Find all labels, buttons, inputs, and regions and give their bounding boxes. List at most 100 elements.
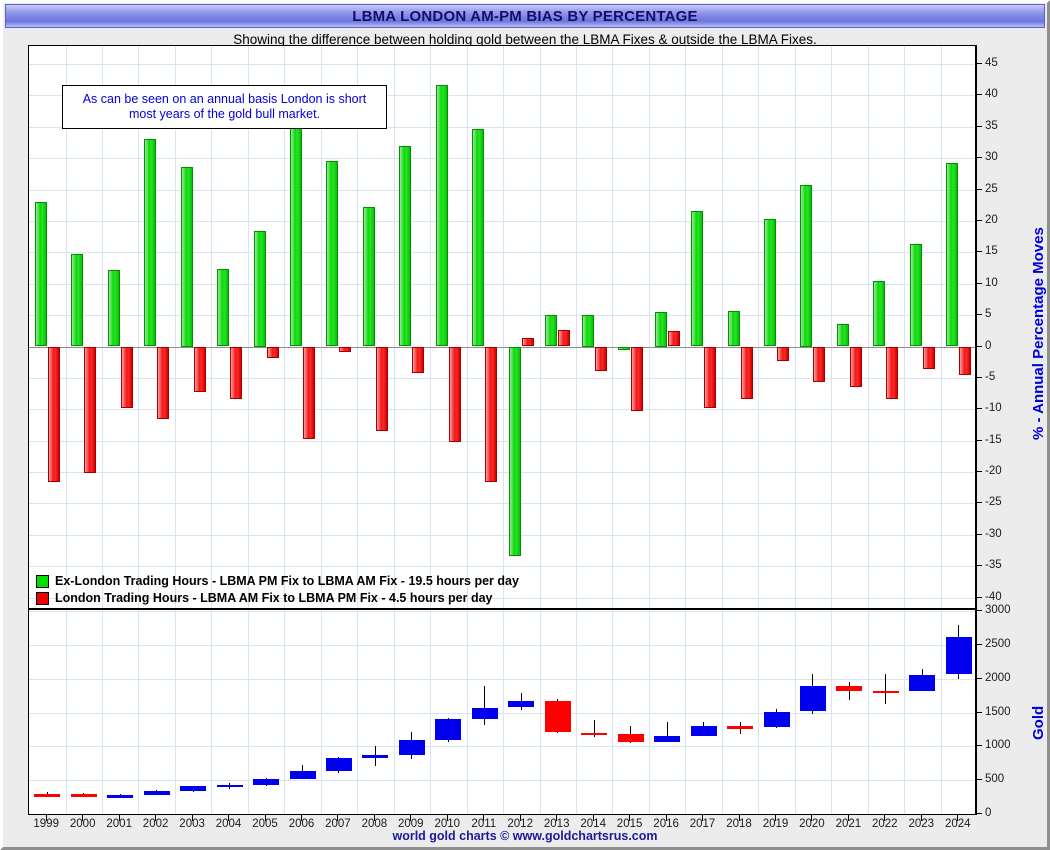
y-tick-mark [976, 63, 982, 64]
bar-ex-london-2003 [181, 167, 193, 347]
bar-ex-london-2008 [363, 207, 375, 346]
y-tick-label-top-20: 20 [985, 214, 998, 226]
gridline-vertical [211, 610, 212, 814]
gridline-vertical [612, 46, 613, 608]
y-tick-mark [976, 189, 982, 190]
y-tick-label-bottom-3000: 3000 [985, 604, 1011, 616]
gold-price-candlestick-panel [28, 609, 976, 815]
bias-bar-chart-panel [28, 45, 976, 609]
candle-body-2008 [362, 755, 388, 758]
candle-body-2018 [727, 726, 753, 729]
gridline-vertical [321, 46, 322, 608]
candle-wick-2021 [849, 682, 850, 700]
bar-london-2005 [267, 347, 279, 358]
gridline-vertical [394, 46, 395, 608]
gridline-vertical [175, 46, 176, 608]
bar-ex-london-2017 [691, 211, 703, 347]
bar-ex-london-2016 [655, 312, 667, 347]
gridline-vertical [868, 610, 869, 814]
legend-label-london: London Trading Hours - LBMA AM Fix to LB… [55, 591, 493, 605]
y-tick-label-bottom-1500: 1500 [985, 706, 1011, 718]
candle-body-2003 [180, 786, 206, 791]
gridline-horizontal [29, 252, 975, 253]
y-tick-mark [976, 377, 982, 378]
bar-ex-london-2009 [399, 146, 411, 347]
gridline-vertical [941, 46, 942, 608]
bar-london-2012 [522, 338, 534, 347]
gridline-horizontal [29, 645, 975, 646]
gridline-vertical [540, 610, 541, 814]
gridline-horizontal [29, 409, 975, 410]
bar-ex-london-2010 [436, 85, 448, 346]
gridline-vertical [138, 46, 139, 608]
gridline-vertical [211, 46, 212, 608]
y-tick-mark [976, 220, 982, 221]
y-tick-label-bottom-1000: 1000 [985, 739, 1011, 751]
gridline-vertical [722, 46, 723, 608]
y-tick-label-top-15: 15 [985, 245, 998, 257]
gridline-vertical [722, 610, 723, 814]
gridline-horizontal [29, 679, 975, 680]
candle-body-2017 [691, 726, 717, 736]
gridline-vertical [831, 46, 832, 608]
bar-ex-london-2024 [946, 163, 958, 347]
gridline-horizontal [29, 713, 975, 714]
y-tick-mark [976, 346, 982, 347]
gridline-vertical [321, 610, 322, 814]
bar-london-2004 [230, 347, 242, 399]
gridline-vertical [685, 610, 686, 814]
candle-body-2004 [217, 785, 243, 788]
y-tick-label-top-10: 10 [985, 277, 998, 289]
gridline-vertical [284, 46, 285, 608]
gridline-horizontal [29, 746, 975, 747]
candle-body-2005 [253, 779, 279, 785]
candle-body-2006 [290, 771, 316, 779]
bar-london-2009 [412, 347, 424, 373]
candle-body-2021 [836, 686, 862, 691]
legend-item-ex-london: Ex-London Trading Hours - LBMA PM Fix to… [36, 573, 519, 589]
candle-body-2011 [472, 708, 498, 719]
gridline-vertical [758, 610, 759, 814]
gridline-horizontal [29, 64, 975, 65]
y-tick-mark [976, 610, 982, 611]
y-tick-mark [976, 314, 982, 315]
candle-body-2016 [654, 736, 680, 742]
y-tick-mark [976, 157, 982, 158]
y-tick-label-top--10: -10 [985, 402, 1002, 414]
gridline-horizontal [29, 315, 975, 316]
footer-credit: world gold charts © www.goldchartsrus.co… [0, 829, 1050, 843]
candle-body-2022 [873, 691, 899, 694]
gridline-vertical [758, 46, 759, 608]
candle-wick-2022 [885, 674, 886, 704]
gridline-horizontal [29, 284, 975, 285]
bar-london-2010 [449, 347, 461, 442]
bar-london-2011 [485, 347, 497, 482]
bar-london-2014 [595, 347, 607, 372]
gridline-horizontal [29, 566, 975, 567]
candle-body-2007 [326, 758, 352, 771]
y-tick-mark [976, 94, 982, 95]
bar-london-2017 [704, 347, 716, 409]
gridline-vertical [102, 46, 103, 608]
y-tick-label-top--35: -35 [985, 559, 1002, 571]
bar-ex-london-2018 [728, 311, 740, 347]
gridline-vertical [138, 610, 139, 814]
legend-item-london: London Trading Hours - LBMA AM Fix to LB… [36, 590, 519, 606]
annotation-line-2: most years of the gold bull market. [71, 107, 378, 122]
gridline-vertical [831, 610, 832, 814]
bar-ex-london-2022 [873, 281, 885, 347]
bar-ex-london-2004 [217, 269, 229, 347]
window-titlebar: LBMA LONDON AM-PM BIAS BY PERCENTAGE [5, 4, 1045, 28]
legend-label-ex-london: Ex-London Trading Hours - LBMA PM Fix to… [55, 574, 519, 588]
bar-london-2016 [668, 331, 680, 346]
candle-body-2023 [909, 675, 935, 692]
y-tick-mark [976, 502, 982, 503]
candle-body-2014 [581, 733, 607, 736]
y-tick-mark [976, 471, 982, 472]
gridline-vertical [430, 610, 431, 814]
y-tick-label-top-0: 0 [985, 340, 991, 352]
gridline-vertical [904, 610, 905, 814]
gold-plot-area [29, 610, 975, 814]
y-tick-label-top-30: 30 [985, 151, 998, 163]
gridline-vertical [503, 46, 504, 608]
